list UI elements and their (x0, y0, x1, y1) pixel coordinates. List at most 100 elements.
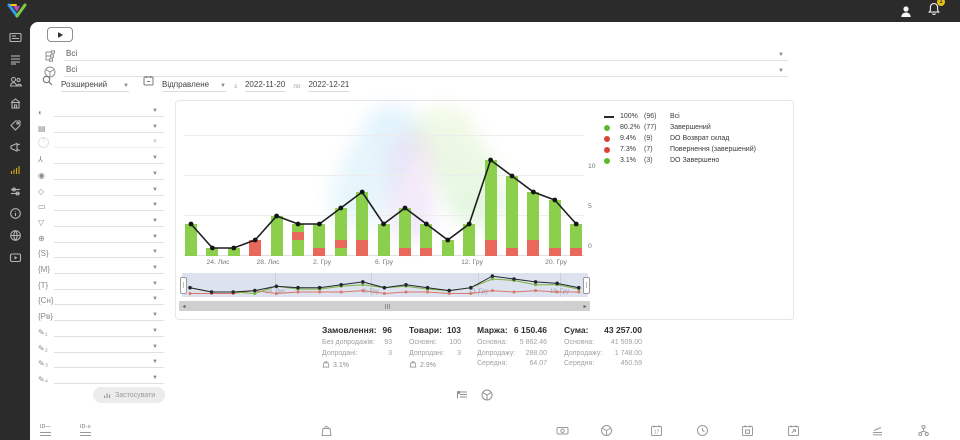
legend-item[interactable]: 7.3% (7) Повернення (завершений) (604, 144, 790, 155)
scroll-grip[interactable] (384, 303, 390, 309)
date-type-select[interactable]: Відправлене ▼ (162, 80, 226, 92)
filter-site-select[interactable]: ▼ (54, 232, 164, 243)
user-avatar-icon[interactable] (900, 4, 912, 18)
calendar-date-icon[interactable]: 17 (650, 424, 664, 438)
legend-item[interactable]: 3.1% (3) DO Завершено (604, 155, 790, 166)
id-fields-icon[interactable]: ID— (40, 425, 51, 436)
filter-t-select[interactable]: ▼ (54, 279, 164, 290)
segment-completed (334, 248, 347, 256)
top-bar: 1 (0, 0, 960, 22)
date-from-input[interactable]: 2022-11-20 (244, 80, 286, 92)
bag-icon (322, 360, 330, 370)
package-view-toggle-icon[interactable] (481, 388, 493, 406)
notifications-bell-icon[interactable]: 1 (928, 0, 945, 18)
filter-unknown-select[interactable]: ▼ (54, 137, 164, 149)
sidebar-item-media-card[interactable] (8, 30, 22, 44)
legend-percent: 100% (620, 113, 638, 120)
package-icon[interactable] (600, 424, 614, 438)
legend-percent: 3.1% (620, 157, 636, 164)
filter-s-row: {S} ▼ (38, 244, 164, 259)
tree-icon[interactable] (917, 424, 931, 438)
scroll-right-icon[interactable]: ▸ (583, 303, 587, 310)
summary-sub-value: 288.00 (525, 349, 547, 357)
legend-label: Повернення (завершений) (670, 146, 756, 153)
sidebar-item-integrations[interactable] (8, 228, 22, 242)
filter-status-select[interactable]: ▼ (54, 122, 164, 133)
sidebar-item-tutorial-video[interactable] (8, 250, 22, 264)
date-to-input[interactable]: 2022-12-21 (308, 80, 350, 92)
filter-payment-select[interactable]: ▼ (54, 200, 164, 212)
sidebar-item-analytics[interactable] (8, 162, 22, 176)
app-logo[interactable] (7, 3, 27, 19)
filter-custom-2-select[interactable]: ▼ (54, 342, 164, 353)
payment-icon[interactable] (556, 424, 570, 438)
legend-line-marker (604, 115, 616, 118)
segment-return (420, 248, 433, 256)
summary-sub-row: Без допродажів: 93 (322, 339, 392, 350)
y-tick-0: 0 (588, 243, 592, 250)
segment-completed (399, 208, 411, 248)
legend-item[interactable]: 80.2% (77) Завершений (604, 122, 790, 133)
sidebar-item-customers[interactable] (8, 74, 22, 88)
play-icon (57, 31, 63, 38)
navigator-left-handle[interactable] (180, 277, 187, 294)
list-view-toggle-icon[interactable] (456, 388, 468, 406)
chevron-down-icon: ▼ (152, 296, 158, 303)
chevron-down-icon: ▼ (778, 68, 784, 74)
filter-payment-row: ▭ ▼ (38, 197, 164, 212)
filter-custom-3-select[interactable]: ▼ (54, 357, 164, 369)
sidebar-item-orders-list[interactable] (8, 52, 22, 66)
sidebar-item-price-tag[interactable] (8, 118, 22, 132)
tutorial-play-button[interactable] (47, 27, 73, 42)
chevron-down-icon: ▼ (152, 343, 158, 350)
segment-completed (548, 200, 561, 248)
calendar-box-icon[interactable] (741, 424, 755, 438)
apply-button[interactable]: Застосувати (93, 387, 166, 403)
date-to-label: по (293, 83, 301, 90)
time-icon[interactable] (696, 424, 710, 438)
bag-icon[interactable] (320, 424, 334, 438)
filter-custom-1-select[interactable]: ▼ (54, 326, 164, 337)
scroll-left-icon[interactable]: ◂ (182, 303, 186, 310)
product-select[interactable]: Всі ▼ (64, 65, 788, 77)
chevron-down-icon: ▼ (152, 123, 158, 130)
summary-sub-label: Основна: (564, 339, 595, 346)
total-line-series (188, 157, 579, 251)
filter-funnel-icon: ▽ (38, 217, 45, 227)
sidebar-item-store[interactable] (8, 96, 22, 110)
search-icon[interactable] (42, 73, 53, 91)
filter-source-icon: ◐ (38, 108, 43, 117)
filter-structure-select[interactable]: ▼ (54, 153, 164, 165)
range-navigator[interactable]: 28. Лис 6. Гру 13. Гру 19. Гру (180, 273, 590, 297)
scroll-track[interactable] (189, 301, 580, 311)
filter-sn-select[interactable]: ▼ (54, 294, 164, 306)
filter-rv-select[interactable]: ▼ (54, 310, 164, 322)
x-axis-label: 12. Гру (461, 259, 483, 266)
filter-source-select[interactable]: ▼ (54, 106, 164, 117)
funnel-select[interactable]: Всі ▼ (64, 49, 788, 61)
filter-custom-4-select[interactable]: ▼ (54, 373, 164, 384)
calendar-sent-icon[interactable] (787, 424, 801, 438)
filter-product-select[interactable]: ▼ (54, 185, 164, 196)
legend-item[interactable]: 9.4% (9) DO Возврат склад (604, 133, 790, 144)
legend-item[interactable]: 100% (96) Всі (604, 111, 790, 122)
filter-funnel-select[interactable]: ▼ (54, 216, 164, 227)
stacked-bar (399, 208, 411, 256)
bag-icon (409, 360, 417, 370)
summary-sub-row: Допродажу: 288.00 (477, 350, 547, 361)
navigator-right-handle[interactable] (583, 277, 590, 294)
segment-return (527, 240, 540, 256)
filter-s-select[interactable]: ▼ (54, 247, 164, 259)
search-mode-select[interactable]: Розширений ▼ (61, 80, 129, 92)
sidebar-item-promotion[interactable] (8, 140, 22, 154)
id-link-icon[interactable]: ID-o (80, 425, 91, 436)
filter-m-select[interactable]: ▼ (54, 263, 164, 274)
filter-manager-select[interactable]: ▼ (54, 169, 164, 180)
sidebar-item-settings-sliders[interactable] (8, 184, 22, 198)
chart-scrollbar[interactable]: ◂ ▸ (179, 301, 590, 311)
segment-completed (506, 176, 518, 248)
chevron-down-icon: ▼ (152, 155, 158, 162)
layers-icon[interactable] (871, 424, 885, 438)
stacked-bar (356, 192, 369, 256)
sidebar-item-info[interactable] (8, 206, 22, 220)
